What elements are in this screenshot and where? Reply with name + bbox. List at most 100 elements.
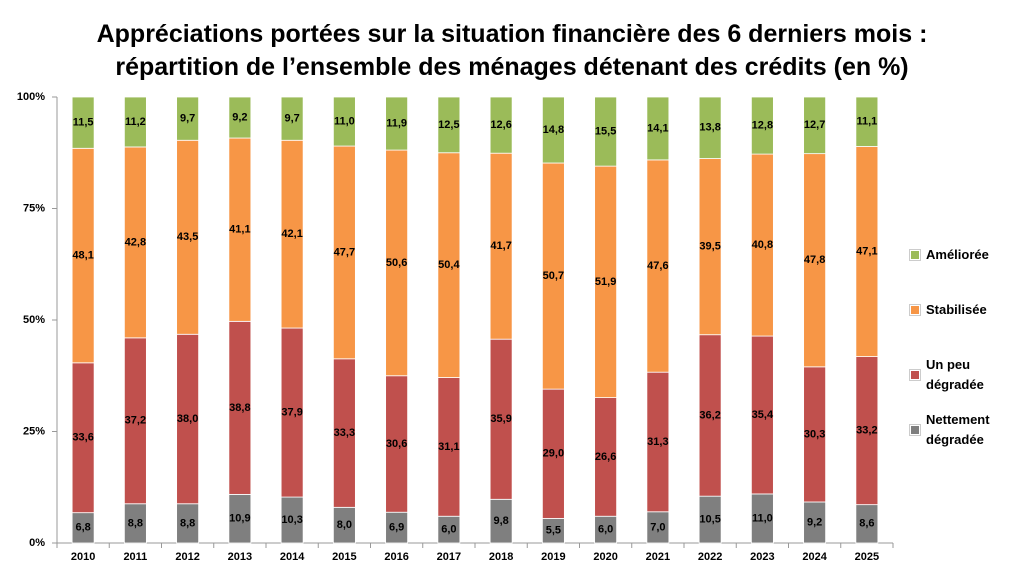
x-tick-label: 2012 [175,551,199,563]
legend-label: Améliorée [926,247,989,262]
data-label: 10,3 [281,514,302,526]
x-tick-label: 2020 [593,551,617,563]
data-label: 35,4 [752,409,774,421]
legend-swatch [909,369,921,381]
data-label: 12,5 [438,119,459,131]
y-tick-label: 25% [23,425,45,437]
data-label: 37,2 [125,415,146,427]
data-label: 51,9 [595,276,616,288]
data-label: 30,6 [386,438,407,450]
x-tick-label: 2013 [228,551,252,563]
legend-swatch [909,249,921,261]
data-label: 7,0 [650,521,665,533]
x-tick-label: 2015 [332,551,356,563]
data-label: 14,8 [543,124,564,136]
x-tick-label: 2010 [71,551,95,563]
data-label: 11,0 [752,512,773,524]
data-label: 47,6 [647,260,668,272]
bar-segment [594,96,618,167]
data-label: 39,5 [699,241,720,253]
y-tick-label: 75% [23,202,45,214]
data-label: 8,8 [180,517,195,529]
data-label: 10,9 [229,513,250,525]
data-label: 13,8 [699,122,720,134]
legend-label: Stabilisée [926,302,987,317]
data-label: 42,1 [281,228,302,240]
x-tick-label: 2023 [750,551,774,563]
data-label: 9,7 [284,113,299,125]
legend-item: Nettement dégradée [909,410,1010,450]
legend-label: Nettement dégradée [926,412,990,447]
y-tick-label: 0% [29,537,45,549]
bar-segment [489,96,513,154]
x-tick-label: 2024 [802,551,827,563]
data-label: 9,2 [807,516,822,528]
data-label: 12,8 [752,119,773,131]
bar-segment [437,96,461,154]
data-label: 47,8 [804,254,825,266]
data-label: 15,5 [595,125,616,137]
data-label: 11,0 [334,115,355,127]
y-tick-label: 100% [17,91,45,103]
bar-segment [280,96,304,141]
bar-segment [71,96,95,149]
bar-segment [332,96,356,147]
data-label: 11,9 [386,117,407,129]
data-label: 6,9 [389,522,404,534]
legend-item: Stabilisée [909,300,1010,320]
data-label: 12,6 [490,119,511,131]
data-label: 11,5 [73,117,94,129]
data-label: 37,9 [281,406,302,418]
bar-segment [750,96,774,155]
data-label: 9,2 [232,111,247,123]
bar-segment [123,96,147,148]
data-label: 40,8 [752,239,773,251]
data-label: 6,8 [75,522,90,534]
data-label: 41,1 [229,224,250,236]
legend-swatch [909,304,921,316]
x-tick-label: 2021 [646,551,670,563]
data-label: 50,6 [386,257,407,269]
bar-segment [541,96,565,164]
legend-item: Améliorée [909,245,1010,265]
data-label: 6,0 [441,524,456,536]
bar-segment [698,96,722,159]
data-label: 42,8 [125,236,146,248]
data-label: 43,5 [177,231,198,243]
data-label: 35,9 [490,413,511,425]
x-tick-label: 2025 [855,551,879,563]
legend-item: Un peu dégradée [909,355,1010,395]
data-label: 11,2 [125,116,146,128]
data-label: 41,7 [490,240,511,252]
bar-segment [646,96,670,161]
data-label: 31,3 [647,436,668,448]
x-tick-label: 2011 [123,551,147,563]
x-tick-label: 2014 [280,551,305,563]
data-label: 33,3 [334,427,355,439]
bar-segment [803,96,827,155]
data-label: 38,0 [177,413,198,425]
data-label: 38,8 [229,402,250,414]
data-label: 10,5 [699,513,720,525]
x-tick-label: 2019 [541,551,565,563]
bar-segment [176,96,200,141]
legend-label: Un peu dégradée [926,357,984,392]
data-label: 9,8 [493,515,508,527]
x-tick-label: 2022 [698,551,722,563]
data-label: 36,2 [699,409,720,421]
bar-segment [855,96,879,147]
data-label: 8,0 [337,519,352,531]
x-tick-label: 2016 [384,551,408,563]
data-label: 30,3 [804,428,825,440]
data-label: 31,1 [438,441,459,453]
data-label: 8,6 [859,518,874,530]
data-label: 29,0 [543,448,564,460]
data-label: 8,8 [128,517,143,529]
data-label: 33,6 [72,432,93,444]
data-label: 11,1 [856,116,877,128]
data-label: 12,7 [804,119,825,131]
data-label: 50,4 [438,259,460,271]
x-tick-label: 2018 [489,551,513,563]
